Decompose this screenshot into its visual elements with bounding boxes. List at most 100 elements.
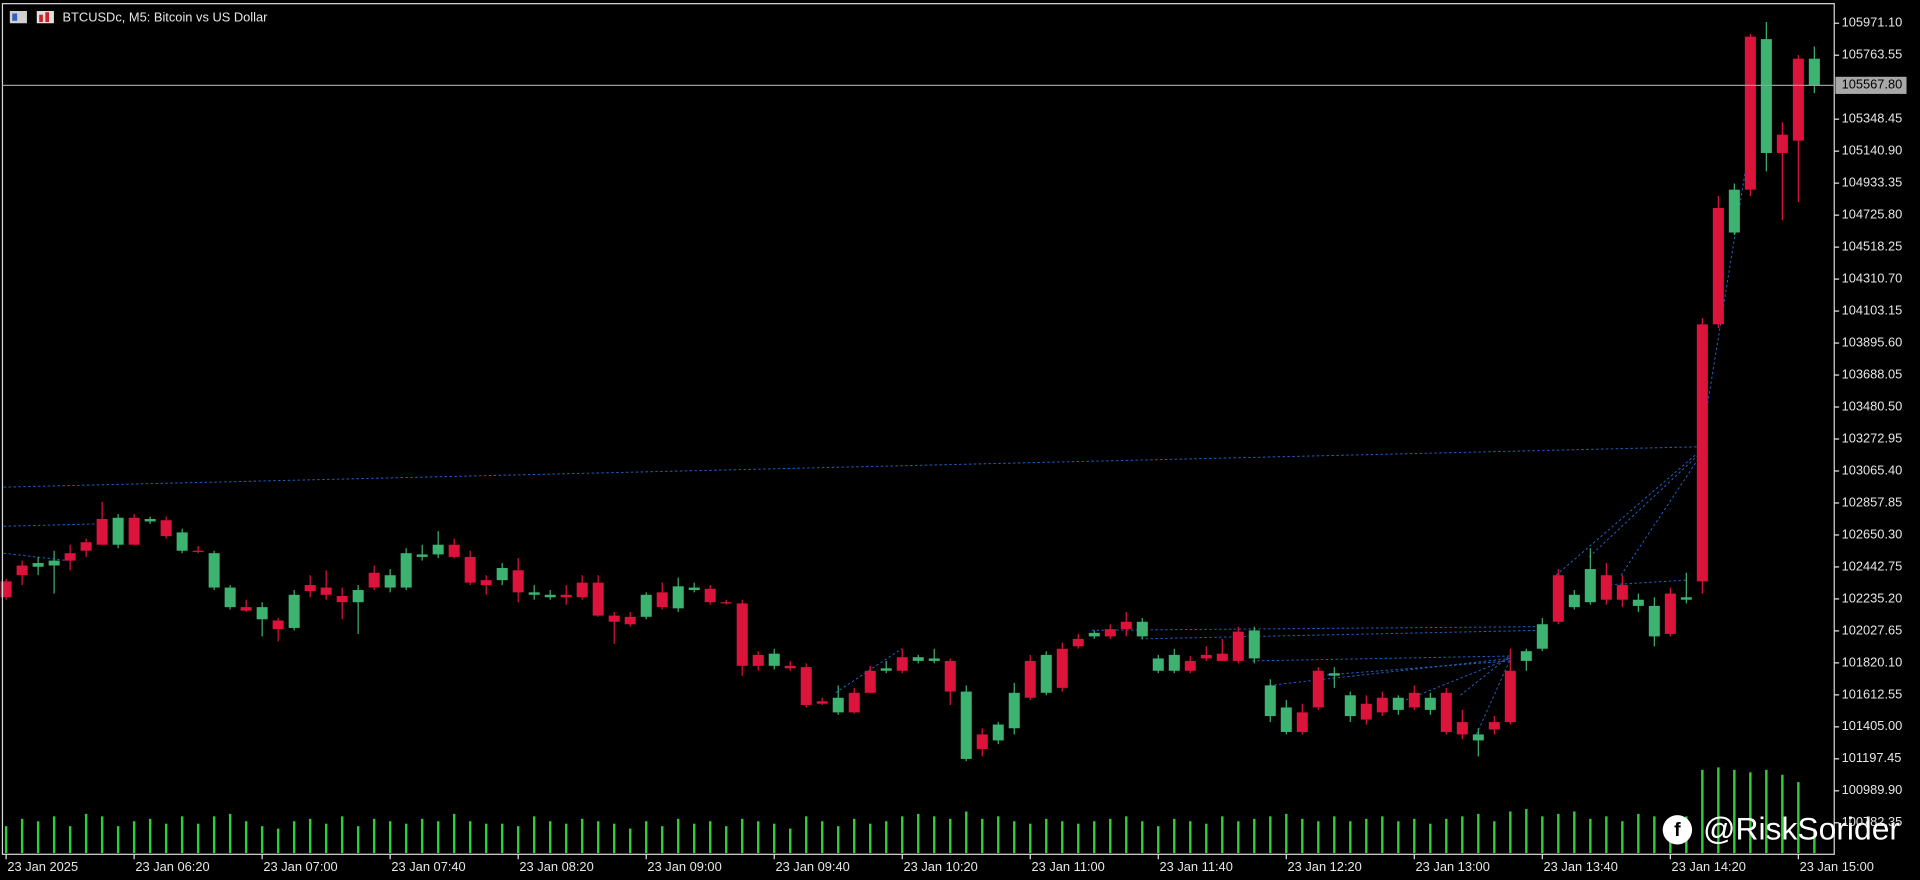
volume-bar <box>1461 816 1464 854</box>
volume-bar <box>500 823 504 854</box>
candle-body <box>1152 658 1164 671</box>
volume-bar <box>981 818 984 854</box>
candle-body <box>592 582 604 616</box>
candle-body <box>1712 207 1724 325</box>
y-tick-label: 101197.45 <box>1842 750 1902 765</box>
volume-bar <box>84 813 88 854</box>
volume-bar <box>1765 769 1768 854</box>
y-tick-label: 105140.90 <box>1842 143 1903 158</box>
volume-bar <box>660 826 664 854</box>
y-tick-label: 103272.95 <box>1842 430 1903 445</box>
x-tick-label: 23 Jan 13:00 <box>1416 859 1490 874</box>
volume-bar <box>1029 823 1032 854</box>
candle-body <box>304 585 316 592</box>
volume-bar <box>148 818 152 854</box>
volume-bar <box>1797 782 1800 854</box>
icon <box>39 14 43 23</box>
candle-body <box>80 542 92 551</box>
volume-bar <box>1653 816 1656 854</box>
candle-body <box>1664 593 1676 634</box>
candle-body <box>832 697 844 713</box>
volume-bar <box>676 818 680 854</box>
volume-bar <box>1301 818 1304 854</box>
candle-body <box>1392 697 1404 710</box>
volume-bar <box>228 813 232 854</box>
volume-bar <box>1285 813 1288 854</box>
trade-line <box>1620 455 1702 576</box>
volume-bar <box>933 816 936 854</box>
volume-bar <box>308 818 312 854</box>
volume-bar <box>901 816 904 854</box>
volume-bar <box>724 826 728 854</box>
candle-body <box>272 620 284 630</box>
candle-body <box>400 553 412 588</box>
candle-body <box>1072 638 1084 647</box>
candle-body <box>752 654 764 666</box>
candle-body <box>1648 605 1660 637</box>
volume-bar <box>548 821 552 854</box>
x-tick-label: 23 Jan 2025 <box>7 859 78 874</box>
candle-body <box>336 596 348 603</box>
volume-bar <box>1813 828 1816 854</box>
candle-body <box>640 594 652 617</box>
volume-bar <box>1589 818 1592 854</box>
volume-bar <box>805 816 808 854</box>
candle-body <box>1184 660 1196 671</box>
volume-bar <box>1109 818 1112 854</box>
y-tick-label: 104103.15 <box>1842 302 1903 317</box>
candle-body <box>1536 624 1548 649</box>
volume-bar <box>1125 816 1128 854</box>
candle-body <box>880 668 892 671</box>
x-tick-label: 23 Jan 11:40 <box>1159 859 1232 874</box>
volume-bar <box>1749 772 1752 854</box>
volume-bar <box>1077 823 1080 854</box>
candle-body <box>1760 39 1772 153</box>
trade-line <box>1476 660 1510 735</box>
candle-body <box>464 556 476 583</box>
volume-bar <box>756 821 760 854</box>
watermark-icon <box>1662 815 1693 845</box>
icon <box>12 13 18 21</box>
volume-bar <box>997 816 1000 854</box>
volume-bar <box>1605 816 1608 854</box>
volume-bar <box>1701 769 1704 854</box>
candle-body <box>512 570 524 593</box>
volume-bar <box>100 816 104 854</box>
y-tick-label: 100782.35 <box>1842 814 1903 829</box>
candle-body <box>944 660 956 692</box>
volume-bar <box>36 821 40 854</box>
volume-bar <box>1381 816 1384 854</box>
y-tick-label: 105348.45 <box>1842 111 1903 126</box>
volume-bar <box>276 828 280 854</box>
candle-body <box>1696 324 1708 582</box>
candle-body <box>768 653 780 666</box>
candle-body <box>128 517 140 545</box>
volume-bar <box>1573 811 1576 854</box>
candle-body <box>1328 673 1340 676</box>
y-tick-label: 104518.25 <box>1842 238 1903 253</box>
candle-body <box>208 553 220 588</box>
volume-bar <box>372 818 376 854</box>
y-tick-label: 100989.90 <box>1842 782 1903 797</box>
candle-body <box>384 575 396 588</box>
x-tick-label: 23 Jan 13:40 <box>1544 859 1618 874</box>
candle-body <box>1408 692 1420 708</box>
header: BTCUSDc, M5: Bitcoin vs US Dollar <box>9 10 268 25</box>
candle-body <box>688 587 700 591</box>
volume-bar <box>1781 774 1784 854</box>
volume-bar <box>821 821 824 854</box>
volume-bar <box>532 816 536 854</box>
x-tick-label: 23 Jan 08:20 <box>519 859 593 874</box>
volume-bar <box>917 813 920 854</box>
volume-bar <box>1541 816 1544 854</box>
candle-body <box>1312 670 1324 708</box>
last-price-box <box>1835 76 1907 94</box>
plot-frame <box>1 3 1835 855</box>
y-tick-label: 102442.75 <box>1842 558 1903 573</box>
y-tick-label: 104933.35 <box>1842 175 1903 190</box>
trade-line <box>1605 579 1687 586</box>
candle-body <box>1744 36 1756 190</box>
candle-body <box>256 607 268 620</box>
candle-body <box>1520 651 1532 661</box>
y-tick-label: 103895.60 <box>1842 334 1903 349</box>
